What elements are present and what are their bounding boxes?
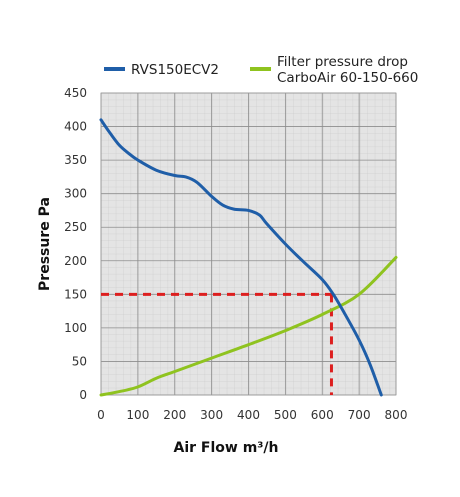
series-line-rvs150ecv2	[99, 118, 383, 397]
legend-label-filter-model: CarboAir 60-150-660	[277, 70, 418, 86]
x-tick-labels: 0 100 200 300 400 500 600 700 800	[97, 408, 407, 422]
x-tick-label: 600	[311, 408, 334, 422]
x-tick-label: 200	[163, 408, 186, 422]
series-line-filter-pressure-drop	[99, 255, 398, 397]
legend: RVS150ECV2 Filter pressure drop CarboAir…	[104, 54, 418, 86]
y-tick-labels: 0 50 100 150 200 250 300 350 400 450	[64, 86, 87, 402]
y-tick-label: 0	[79, 388, 87, 402]
legend-label-rvs150ecv2: RVS150ECV2	[131, 62, 219, 78]
y-tick-label: 300	[64, 187, 87, 201]
x-tick-label: 100	[126, 408, 149, 422]
y-tick-label: 200	[64, 254, 87, 268]
y-tick-label: 250	[64, 220, 87, 234]
y-tick-label: 450	[64, 86, 87, 100]
x-axis-title: Air Flow m³/h	[174, 440, 279, 456]
plot-frame	[100, 92, 397, 396]
y-tick-label: 350	[64, 153, 87, 167]
y-tick-label: 50	[72, 354, 87, 368]
y-tick-label: 100	[64, 321, 87, 335]
x-tick-label: 400	[237, 408, 260, 422]
legend-label-filter-pressure-drop: Filter pressure drop	[277, 54, 408, 70]
x-tick-label: 500	[274, 408, 297, 422]
x-tick-label: 300	[200, 408, 223, 422]
y-tick-label: 150	[64, 287, 87, 301]
x-tick-label: 800	[385, 408, 408, 422]
y-axis-title: Pressure Pa	[37, 197, 53, 291]
x-tick-label: 0	[97, 408, 105, 422]
y-tick-label: 400	[64, 120, 87, 134]
series-layer	[99, 118, 398, 397]
x-tick-label: 700	[348, 408, 371, 422]
